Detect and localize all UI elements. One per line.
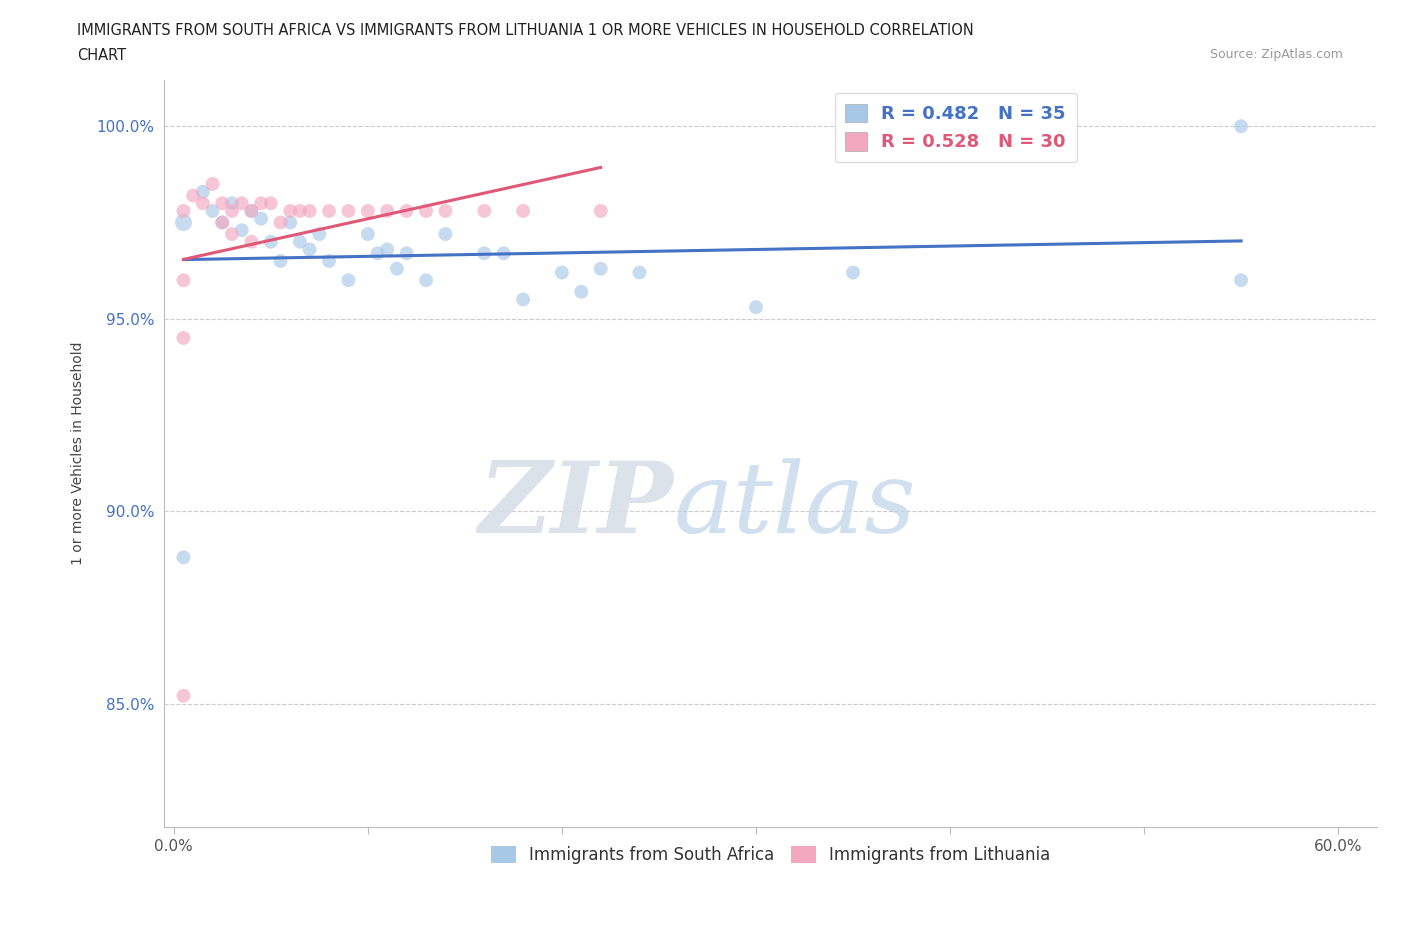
Point	[434, 204, 457, 219]
Point	[512, 204, 534, 219]
Point	[172, 550, 194, 565]
Point	[231, 223, 253, 238]
Point	[434, 227, 457, 242]
Point	[551, 265, 574, 280]
Point	[221, 227, 243, 242]
Point	[628, 265, 651, 280]
Point	[278, 215, 301, 230]
Point	[172, 688, 194, 703]
Point	[172, 272, 194, 287]
Point	[512, 292, 534, 307]
Point	[395, 246, 418, 260]
Point	[250, 211, 273, 226]
Text: CHART: CHART	[77, 48, 127, 63]
Point	[318, 204, 340, 219]
Point	[250, 196, 273, 211]
Point	[288, 204, 311, 219]
Point	[357, 204, 380, 219]
Point	[337, 204, 360, 219]
Point	[1230, 119, 1253, 134]
Point	[472, 246, 495, 260]
Point	[589, 261, 612, 276]
Point	[270, 215, 292, 230]
Text: IMMIGRANTS FROM SOUTH AFRICA VS IMMIGRANTS FROM LITHUANIA 1 OR MORE VEHICLES IN : IMMIGRANTS FROM SOUTH AFRICA VS IMMIGRAN…	[77, 23, 974, 38]
Point	[231, 196, 253, 211]
Point	[288, 234, 311, 249]
Y-axis label: 1 or more Vehicles in Household: 1 or more Vehicles in Household	[72, 341, 86, 565]
Point	[201, 177, 224, 192]
Point	[260, 234, 283, 249]
Point	[211, 215, 233, 230]
Point	[278, 204, 301, 219]
Point	[492, 246, 515, 260]
Point	[375, 204, 398, 219]
Legend: Immigrants from South Africa, Immigrants from Lithuania: Immigrants from South Africa, Immigrants…	[484, 839, 1057, 870]
Point	[415, 204, 437, 219]
Point	[842, 265, 865, 280]
Point	[211, 196, 233, 211]
Point	[211, 215, 233, 230]
Point	[357, 227, 380, 242]
Point	[337, 272, 360, 287]
Point	[191, 196, 214, 211]
Text: atlas: atlas	[673, 458, 917, 553]
Point	[472, 204, 495, 219]
Point	[298, 204, 321, 219]
Point	[569, 285, 592, 299]
Point	[240, 204, 263, 219]
Point	[745, 299, 768, 314]
Point	[367, 246, 389, 260]
Point	[298, 242, 321, 257]
Point	[385, 261, 408, 276]
Point	[589, 204, 612, 219]
Point	[172, 215, 194, 230]
Point	[201, 204, 224, 219]
Point	[181, 188, 204, 203]
Point	[240, 234, 263, 249]
Point	[318, 254, 340, 269]
Point	[191, 184, 214, 199]
Text: Source: ZipAtlas.com: Source: ZipAtlas.com	[1209, 48, 1343, 61]
Point	[375, 242, 398, 257]
Text: ZIP: ZIP	[478, 458, 673, 554]
Point	[308, 227, 330, 242]
Point	[395, 204, 418, 219]
Point	[221, 196, 243, 211]
Point	[1230, 272, 1253, 287]
Point	[415, 272, 437, 287]
Point	[172, 204, 194, 219]
Point	[240, 204, 263, 219]
Point	[221, 204, 243, 219]
Point	[270, 254, 292, 269]
Point	[260, 196, 283, 211]
Point	[172, 330, 194, 345]
